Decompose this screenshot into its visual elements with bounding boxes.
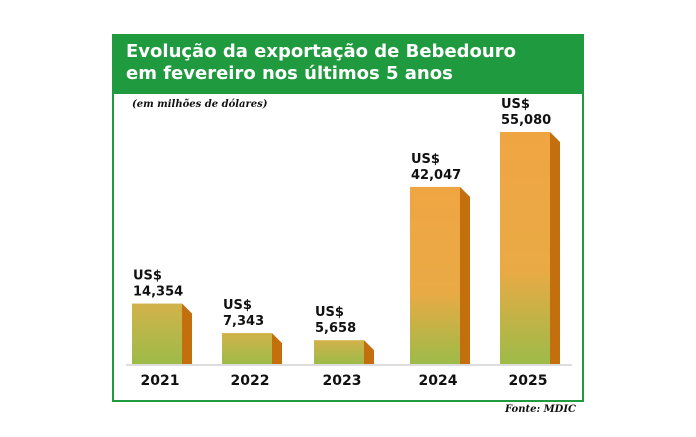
bar-2021: [132, 303, 182, 364]
title-line-2: em fevereiro nos últimos 5 anos: [126, 63, 453, 84]
value-currency-2023: US$: [315, 305, 344, 320]
bar-2025: [500, 132, 550, 364]
bar-2023: [314, 340, 364, 364]
category-label-2022: 2022: [231, 373, 270, 389]
value-currency-2024: US$: [411, 152, 440, 167]
category-label-2025: 2025: [509, 373, 548, 389]
bar-2022: [222, 333, 272, 364]
value-amount-2025: 55,080: [501, 113, 551, 128]
title-line-1: Evolução da exportação de Bebedouro: [126, 41, 516, 62]
value-amount-2021: 14,354: [133, 285, 183, 300]
source-note: Fonte: MDIC: [504, 404, 576, 415]
bar-side-2025: [550, 132, 560, 364]
value-amount-2023: 5,658: [315, 321, 356, 336]
value-currency-2025: US$: [501, 97, 530, 112]
unit-note: (em milhões de dólares): [132, 99, 268, 110]
category-label-2023: 2023: [323, 373, 362, 389]
value-amount-2024: 42,047: [411, 168, 461, 183]
bar-side-2021: [182, 303, 192, 364]
bar-side-2023: [364, 340, 374, 364]
bar-side-2024: [460, 186, 470, 364]
bar-2024: [410, 186, 460, 364]
category-label-2024: 2024: [419, 373, 458, 389]
value-currency-2022: US$: [223, 298, 252, 313]
value-currency-2021: US$: [133, 269, 162, 284]
value-amount-2022: 7,343: [223, 314, 264, 329]
bar-side-2022: [272, 333, 282, 364]
category-label-2021: 2021: [141, 373, 180, 389]
title-banner: Evolução da exportação de Bebedouro em f…: [114, 36, 582, 94]
